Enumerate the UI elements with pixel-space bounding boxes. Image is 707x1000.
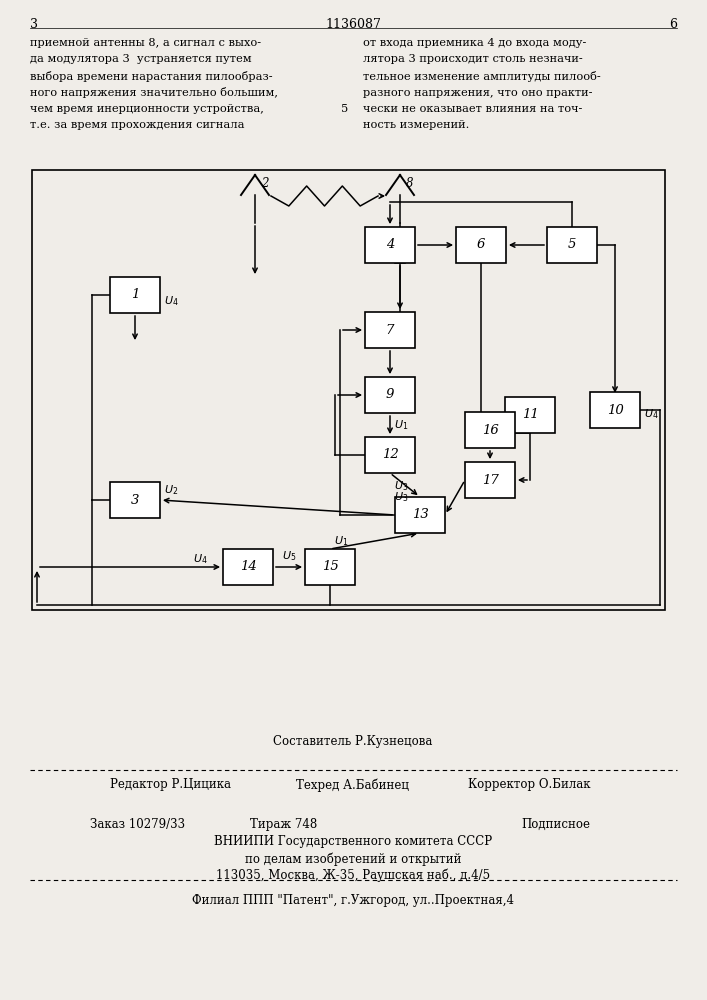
Text: 113035, Москва, Ж-35, Раушская наб., д.4/5: 113035, Москва, Ж-35, Раушская наб., д.4… <box>216 869 490 882</box>
Text: 7: 7 <box>386 324 395 336</box>
Text: Тираж 748: Тираж 748 <box>250 818 317 831</box>
Text: 14: 14 <box>240 560 257 574</box>
Text: $U_3$: $U_3$ <box>394 479 409 493</box>
Text: $U_4$: $U_4$ <box>164 294 179 308</box>
Text: Техред А.Бабинец: Техред А.Бабинец <box>296 778 409 792</box>
Bar <box>365 377 415 413</box>
Text: Составитель Р.Кузнецова: Составитель Р.Кузнецова <box>274 735 433 748</box>
Text: 13: 13 <box>411 508 428 522</box>
Text: Филиал ППП "Патент", г.Ужгород, ул..Проектная,4: Филиал ППП "Патент", г.Ужгород, ул..Прое… <box>192 894 514 907</box>
Text: да модулятора 3  устраняется путем: да модулятора 3 устраняется путем <box>30 54 252 64</box>
Text: 9: 9 <box>386 388 395 401</box>
Text: 17: 17 <box>481 474 498 487</box>
Text: 11: 11 <box>522 408 538 422</box>
Text: т.е. за время прохождения сигнала: т.е. за время прохождения сигнала <box>30 120 245 130</box>
Bar <box>223 549 273 585</box>
Text: приемной антенны 8, а сигнал с выхо-: приемной антенны 8, а сигнал с выхо- <box>30 38 261 48</box>
Text: по делам изобретений и открытий: по делам изобретений и открытий <box>245 852 461 865</box>
Text: 12: 12 <box>382 448 398 462</box>
Text: от входа приемника 4 до входа моду-: от входа приемника 4 до входа моду- <box>363 38 586 48</box>
Text: 1136087: 1136087 <box>325 18 381 31</box>
Bar <box>110 482 160 518</box>
Text: $U_3$: $U_3$ <box>394 490 409 504</box>
Text: 10: 10 <box>607 403 624 416</box>
Text: 8: 8 <box>406 177 414 190</box>
Bar <box>110 277 160 313</box>
Text: $U_4$: $U_4$ <box>193 552 208 566</box>
Bar <box>590 392 640 428</box>
Text: ного напряжения значительно большим,: ного напряжения значительно большим, <box>30 88 278 99</box>
Bar <box>547 227 597 263</box>
Text: чески не оказывает влияния на точ-: чески не оказывает влияния на точ- <box>363 104 583 114</box>
Text: выбора времени нарастания пилообраз-: выбора времени нарастания пилообраз- <box>30 71 273 82</box>
Text: Корректор О.Билак: Корректор О.Билак <box>467 778 590 791</box>
Text: 15: 15 <box>322 560 339 574</box>
Text: ВНИИПИ Государственного комитета СССР: ВНИИПИ Государственного комитета СССР <box>214 835 492 848</box>
Text: Заказ 10279/33: Заказ 10279/33 <box>90 818 185 831</box>
Bar <box>365 437 415 473</box>
Text: Подписное: Подписное <box>521 818 590 831</box>
Text: $U_2$: $U_2$ <box>164 483 178 497</box>
Text: лятора 3 происходит столь незначи-: лятора 3 происходит столь незначи- <box>363 54 583 64</box>
Text: ность измерений.: ность измерений. <box>363 120 469 130</box>
Text: $U_1$: $U_1$ <box>394 418 409 432</box>
Text: $U_5$: $U_5$ <box>282 549 296 563</box>
Bar <box>365 227 415 263</box>
Text: чем время инерционности устройства,: чем время инерционности устройства, <box>30 104 264 114</box>
Text: 5: 5 <box>341 104 348 114</box>
Bar <box>456 227 506 263</box>
Text: 3: 3 <box>131 493 139 506</box>
Bar <box>32 170 665 610</box>
Bar <box>395 497 445 533</box>
Text: 3: 3 <box>30 18 38 31</box>
Text: разного напряжения, что оно практи-: разного напряжения, что оно практи- <box>363 88 592 98</box>
Text: 1: 1 <box>131 288 139 302</box>
Bar <box>465 462 515 498</box>
Text: 4: 4 <box>386 238 395 251</box>
Text: 6: 6 <box>669 18 677 31</box>
Text: 5: 5 <box>568 238 576 251</box>
Text: $U_4$: $U_4$ <box>644 407 659 421</box>
Text: Редактор Р.Цицика: Редактор Р.Цицика <box>110 778 231 791</box>
Text: тельное изменение амплитуды пилооб-: тельное изменение амплитуды пилооб- <box>363 71 601 82</box>
Bar <box>365 312 415 348</box>
Text: 2: 2 <box>261 177 269 190</box>
Text: 6: 6 <box>477 238 485 251</box>
Bar <box>505 397 555 433</box>
Text: $U_1$: $U_1$ <box>334 534 349 548</box>
Bar <box>305 549 355 585</box>
Text: 16: 16 <box>481 424 498 436</box>
Bar <box>465 412 515 448</box>
